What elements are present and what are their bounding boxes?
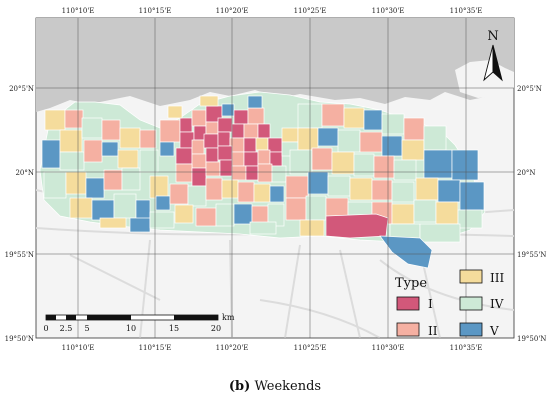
tick-right-lat-3: 19°55'N: [517, 251, 546, 259]
tick-left-lat-4: 19°50'N: [5, 335, 34, 343]
legend-item-4: IV: [459, 296, 504, 311]
tick-bottom-lon-2: 110°15'E: [139, 344, 172, 352]
tick-top-lon-5: 110°30'E: [372, 7, 405, 15]
longitude-ticks-bottom: 110°10'E 110°15'E 110°20'E 110°25'E 110°…: [62, 344, 483, 352]
legend-item-3: III: [459, 269, 504, 285]
legend-label-1: I: [428, 297, 433, 311]
tick-top-lon-3: 110°20'E: [216, 7, 249, 15]
tick-right-lat-2: 20°N: [517, 169, 536, 177]
scale-label-3: 10: [126, 324, 136, 333]
latitude-ticks-right: 20°5'N 20°N 19°55'N 19°50'N: [517, 85, 546, 343]
latitude-ticks-left: 20°5'N 20°N 19°55'N 19°50'N: [5, 85, 34, 343]
tick-top-lon-1: 110°10'E: [62, 7, 95, 15]
legend-label-4: IV: [490, 297, 504, 311]
longitude-ticks-top: 110°10'E 110°15'E 110°20'E 110°25'E 110°…: [62, 7, 483, 15]
scale-label-5: 20: [211, 324, 221, 333]
legend-swatch-5: [459, 322, 483, 337]
scale-label-0: 0: [43, 324, 48, 333]
north-arrow: N: [483, 29, 503, 82]
sea-area: [36, 18, 514, 112]
north-label: N: [487, 29, 498, 44]
tick-bottom-lon-3: 110°20'E: [216, 344, 249, 352]
legend-item-5: V: [459, 322, 499, 338]
tick-left-lat-1: 20°5'N: [9, 85, 34, 93]
scale-bar: 0 2.5 5 10 15 20 km: [43, 313, 234, 333]
tick-bottom-lon-5: 110°30'E: [372, 344, 405, 352]
tick-top-lon-4: 110°25'E: [294, 7, 327, 15]
legend-item-2: II: [396, 322, 438, 338]
tick-bottom-lon-4: 110°25'E: [294, 344, 327, 352]
legend-swatch-4: [459, 296, 483, 311]
legend-swatch-2: [396, 322, 420, 337]
scale-label-1: 2.5: [60, 324, 73, 333]
legend-label-2: II: [428, 324, 438, 338]
legend-swatch-1: [396, 296, 420, 311]
legend-label-3: III: [490, 271, 504, 285]
tick-bottom-lon-1: 110°10'E: [62, 344, 95, 352]
legend-title: Type: [395, 276, 427, 291]
district-layer: [39, 91, 486, 269]
scale-unit: km: [222, 313, 235, 322]
legend-label-5: V: [489, 324, 499, 338]
caption-prefix: (b): [228, 379, 251, 394]
legend-item-1: I: [396, 296, 433, 311]
tick-left-lat-3: 19°55'N: [5, 251, 34, 259]
figure-caption: (b) Weekends: [0, 379, 550, 394]
tick-left-lat-2: 20°N: [15, 169, 34, 177]
legend-swatch-3: [459, 269, 483, 284]
tick-right-lat-4: 19°50'N: [517, 335, 546, 343]
graticule: [36, 18, 514, 338]
scale-label-4: 15: [169, 324, 179, 333]
tick-top-lon-2: 110°15'E: [139, 7, 172, 15]
tick-top-lon-6: 110°35'E: [450, 7, 483, 15]
tick-bottom-lon-6: 110°35'E: [450, 344, 483, 352]
caption-text: Weekends: [254, 379, 322, 394]
scale-label-2: 5: [84, 324, 89, 333]
tick-right-lat-1: 20°5'N: [517, 85, 542, 93]
legend: Type I II III IV V: [395, 269, 504, 338]
